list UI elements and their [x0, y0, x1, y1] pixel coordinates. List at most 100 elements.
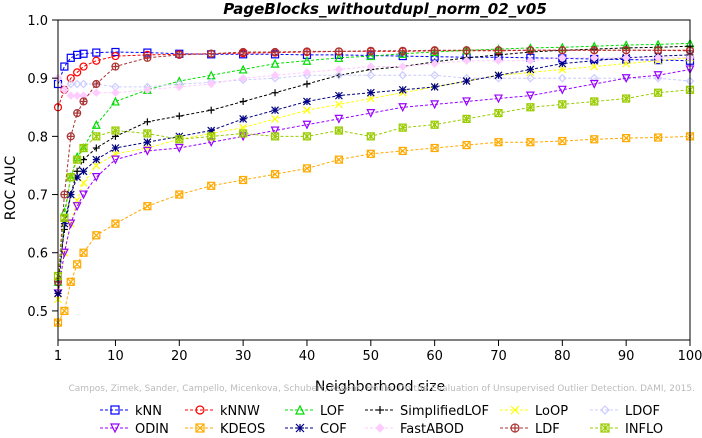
data-point-inflo	[270, 132, 280, 141]
y-axis-label: ROC AUC	[3, 155, 19, 220]
data-point-fastabod	[621, 53, 631, 63]
legend-entry-knn: kNN	[100, 404, 162, 419]
data-point-ldf	[66, 132, 75, 141]
data-point-inflo	[302, 132, 312, 141]
data-point-odin	[59, 248, 69, 258]
data-point-inflo	[558, 100, 567, 109]
plot-frame	[57, 19, 691, 341]
x-tick-label: 90	[618, 349, 635, 364]
legend-marker-knn	[110, 405, 120, 415]
data-point-odin	[66, 219, 76, 229]
data-point-inflo	[526, 103, 535, 112]
data-point-ldf	[653, 46, 663, 55]
data-point-kdeos	[334, 155, 343, 164]
y-tick-label: 0.5	[27, 305, 48, 320]
data-point-inflo	[92, 132, 101, 141]
data-point-kdeos	[462, 140, 471, 150]
legend-marker-lof	[295, 404, 305, 415]
series-line-ldof	[57, 74, 691, 91]
data-point-cof	[526, 65, 535, 74]
data-point-ldf	[558, 46, 567, 55]
legend-label-knn: kNN	[135, 404, 162, 419]
data-point-ldof	[334, 70, 344, 80]
data-point-kdeos	[590, 135, 599, 144]
legend-entry-kdeos: KDEOS	[185, 422, 265, 437]
data-point-ldof	[66, 79, 76, 89]
data-point-kdeos	[239, 175, 248, 185]
legend-entry-simplifiedlof: SimplifiedLOF	[365, 404, 489, 419]
x-tick-label: 20	[171, 349, 188, 364]
data-point-odin	[270, 126, 280, 136]
data-point-inflo	[79, 143, 88, 153]
data-point-lof	[110, 96, 120, 106]
data-point-odin	[494, 94, 503, 104]
data-point-fastabod	[111, 88, 120, 97]
data-point-cof	[111, 144, 120, 152]
data-point-odin	[72, 202, 82, 212]
data-point-cof	[462, 77, 471, 86]
data-point-lof	[430, 47, 440, 57]
series-inflo	[53, 85, 695, 281]
x-axis-label: Neighborhood size	[315, 379, 445, 395]
series-ldf	[53, 46, 695, 286]
legend-marker-knnw	[195, 405, 205, 415]
data-point-kdeos	[66, 277, 75, 286]
legend-entry-ldf: LDF	[500, 422, 560, 437]
series-line-lof	[57, 42, 691, 282]
data-point-fastabod	[366, 62, 376, 71]
data-point-knn	[73, 50, 82, 60]
data-point-odin	[557, 85, 567, 95]
data-point-cof	[79, 167, 88, 176]
data-point-odin	[525, 91, 535, 101]
legend: kNN kNNW LOF SimplifiedLOF LoOP LDOF ODIN KDEOS…	[100, 404, 663, 437]
data-point-cof	[92, 155, 101, 164]
data-point-fastabod	[238, 73, 248, 83]
data-point-knnw	[66, 74, 75, 83]
data-point-ldf	[60, 190, 69, 199]
data-point-ldf	[430, 46, 439, 55]
data-point-odin	[462, 97, 472, 107]
data-point-inflo	[590, 97, 599, 106]
y-tick-label: 0.9	[27, 72, 48, 87]
data-point-fastabod	[175, 82, 184, 92]
data-point-knn	[79, 49, 88, 58]
data-point-kdeos	[79, 248, 88, 257]
series-line-loop	[57, 57, 691, 300]
legend-label-fastabod: FastABOD	[400, 422, 464, 434]
data-point-fastabod	[66, 91, 75, 100]
data-point-loop	[271, 114, 279, 123]
data-point-cof	[494, 71, 503, 80]
legend-label-ldf: LDF	[535, 422, 560, 434]
data-point-simplifiedlof	[207, 106, 215, 114]
data-point-knn	[60, 62, 69, 71]
data-point-ldf	[92, 79, 101, 89]
data-point-lof	[238, 64, 248, 74]
y-tick-label: 1.0	[27, 14, 48, 29]
data-point-cof	[239, 114, 248, 123]
data-point-fastabod	[302, 68, 312, 77]
data-point-knnw	[79, 62, 88, 71]
data-point-odin	[91, 172, 101, 182]
series-lof	[53, 38, 695, 286]
data-point-kdeos	[302, 164, 312, 173]
data-point-ldof	[79, 79, 88, 89]
data-point-kdeos	[526, 138, 535, 147]
data-point-ldof	[589, 73, 599, 83]
data-point-inflo	[111, 126, 120, 135]
data-point-fastabod	[398, 62, 407, 71]
data-point-cof	[303, 97, 311, 106]
data-point-ldf	[334, 47, 343, 56]
data-point-fastabod	[270, 71, 280, 80]
data-point-loop	[303, 106, 311, 115]
data-point-ldof	[72, 79, 82, 89]
plot-area	[53, 38, 695, 327]
data-point-ldf	[302, 47, 312, 56]
data-point-fastabod	[143, 85, 152, 95]
data-point-knnw	[111, 51, 120, 61]
data-point-odin	[79, 190, 89, 200]
data-point-knnw	[92, 56, 101, 65]
data-point-kdeos	[430, 143, 439, 153]
data-point-inflo	[398, 123, 407, 132]
data-point-odin	[653, 71, 663, 81]
